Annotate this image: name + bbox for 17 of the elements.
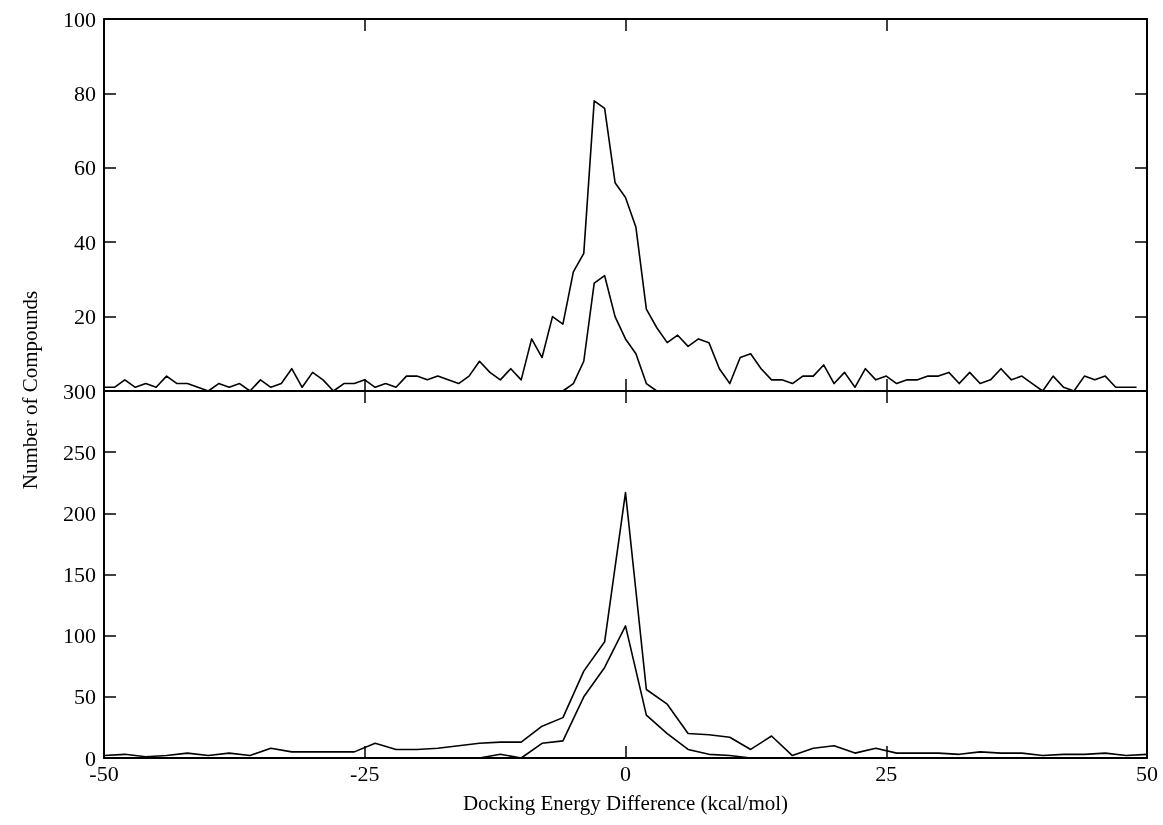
y-tick-label: 300 <box>63 378 96 404</box>
x-tick-label: -25 <box>350 760 380 786</box>
y-tick-label: 60 <box>74 155 96 181</box>
x-tick-label: 50 <box>1136 760 1158 786</box>
y-tick-label: 250 <box>63 439 96 465</box>
y-tick-label: 40 <box>74 229 96 255</box>
y-tick-label: 100 <box>63 623 96 649</box>
x-tick-label: 0 <box>620 760 631 786</box>
y-tick-label: 150 <box>63 562 96 587</box>
x-axis-title: Docking Energy Difference (kcal/mol) <box>462 790 789 815</box>
y-axis-title: Number of Compounds <box>17 290 43 490</box>
y-tick-label: 100 <box>63 6 96 32</box>
y-tick-label: 200 <box>63 500 96 526</box>
y-tick-label: 20 <box>74 304 96 330</box>
y-tick-label: 80 <box>74 80 96 106</box>
x-tick-label: 25 <box>875 760 898 786</box>
y-tick-label: 50 <box>74 684 96 710</box>
